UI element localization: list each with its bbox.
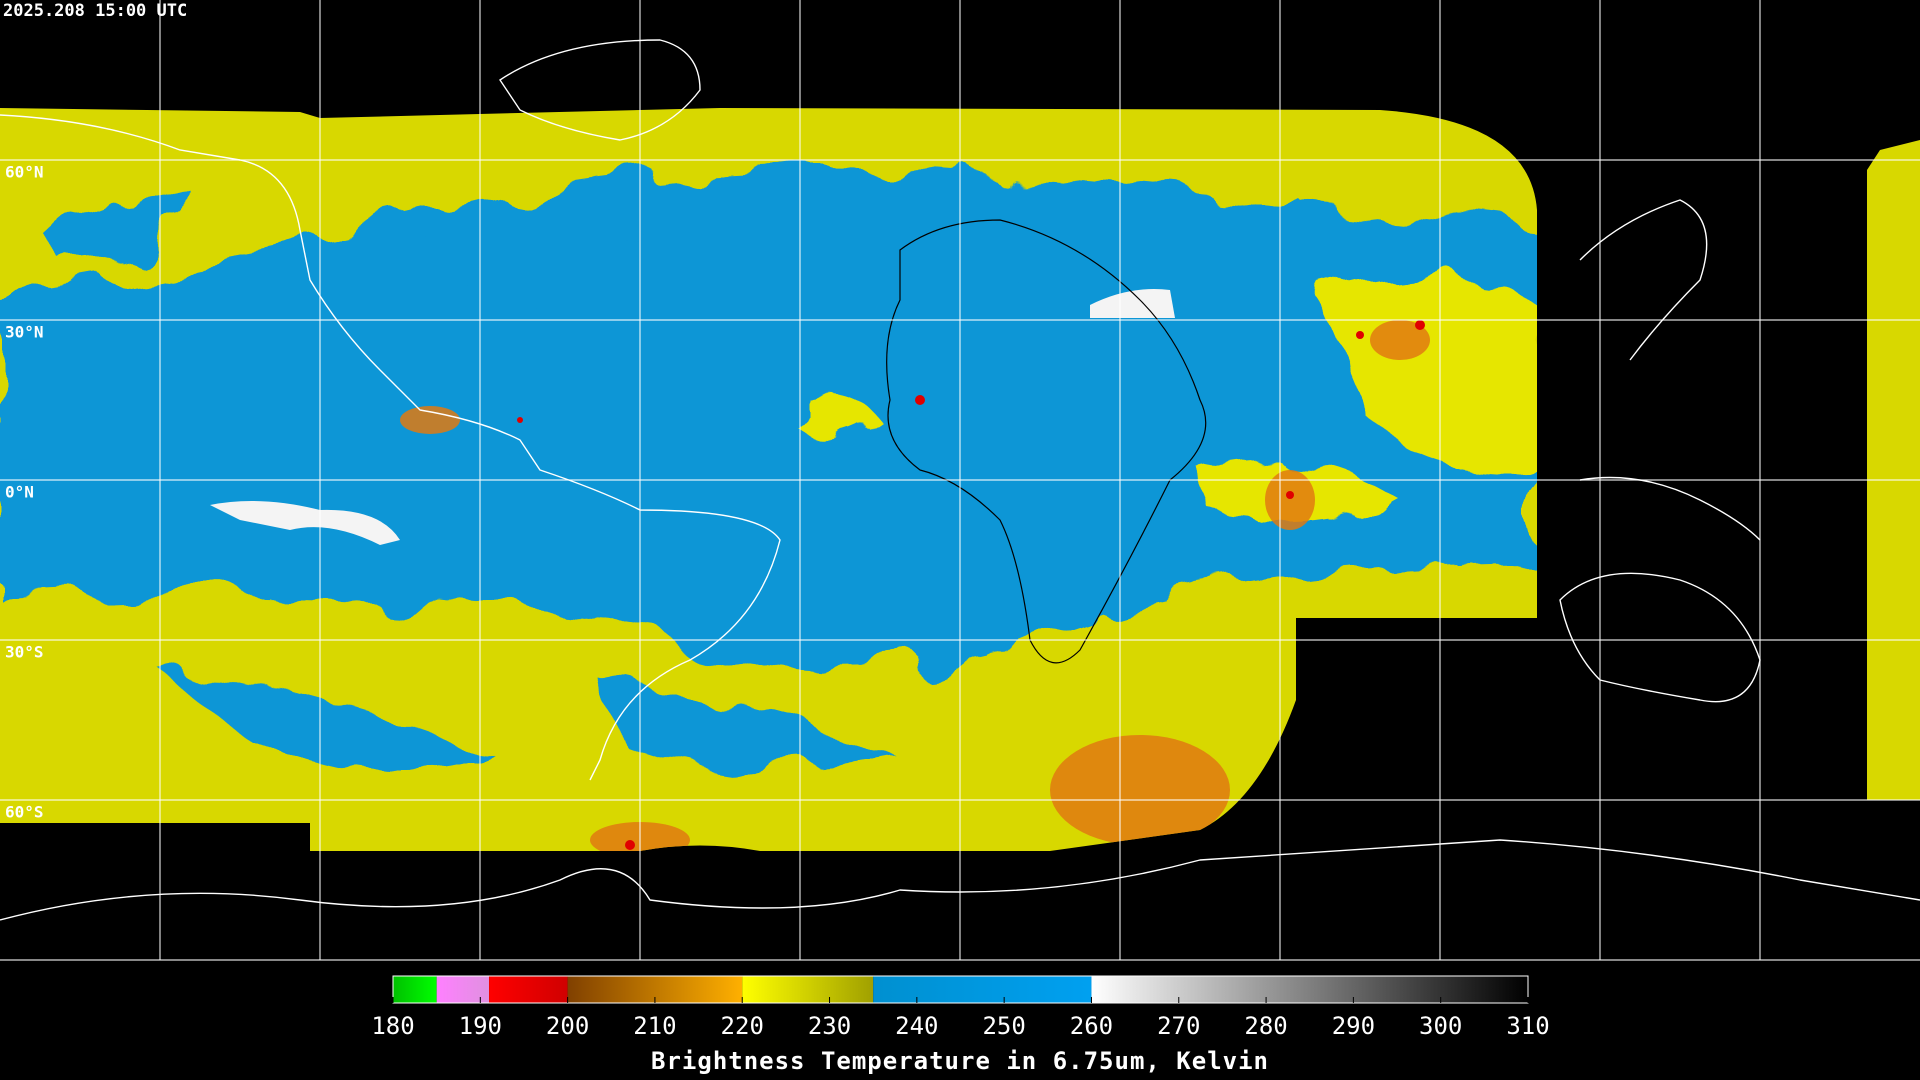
colorbar-tick-label: 200 [546,1012,589,1040]
timestamp: 2025.208 15:00 UTC [3,1,187,21]
colorbar-tick-label: 260 [1070,1012,1113,1040]
colorbar-tick-label: 290 [1332,1012,1375,1040]
colorbar-tick-label: 250 [982,1012,1025,1040]
colorbar-segment [393,976,437,1003]
colorbar: 180 190 200 210 220 230 240 250 260 270 280 290 300 3… [371,975,1550,1040]
colorbar-tick-label: 270 [1157,1012,1200,1040]
colorbar-tick-label: 220 [721,1012,764,1040]
colorbar-segment [436,976,490,1003]
lat-label: 30°S [5,643,44,662]
colorbar-tick-label: 300 [1419,1012,1462,1040]
colorbar-tick-label: 240 [895,1012,938,1040]
colorbar-tick-label: 280 [1244,1012,1287,1040]
lat-label: 60°S [5,803,44,822]
colorbar-segment [1091,976,1528,1003]
lat-lon-grid [0,0,1920,961]
colorbar-tick-label: 180 [371,1012,414,1040]
colorbar-title: Brightness Temperature in 6.75um, Kelvin [651,1047,1269,1075]
lat-labels: 60°N 30°N 0°N 30°S 60°S [5,163,44,822]
colorbar-tick-label: 230 [808,1012,851,1040]
coastlines [0,39,1920,921]
lat-label: 30°N [5,323,44,342]
colorbar-segment [742,976,874,1003]
colorbar-tick-label: 310 [1506,1012,1549,1040]
lat-label: 0°N [5,483,34,502]
colorbar-frame [392,975,1529,1004]
colorbar-segment [489,976,568,1003]
colorbar-tick-label: 210 [633,1012,676,1040]
colorbar-segment [873,976,1092,1003]
lat-label: 60°N [5,163,44,182]
colorbar-tick-label: 190 [459,1012,502,1040]
